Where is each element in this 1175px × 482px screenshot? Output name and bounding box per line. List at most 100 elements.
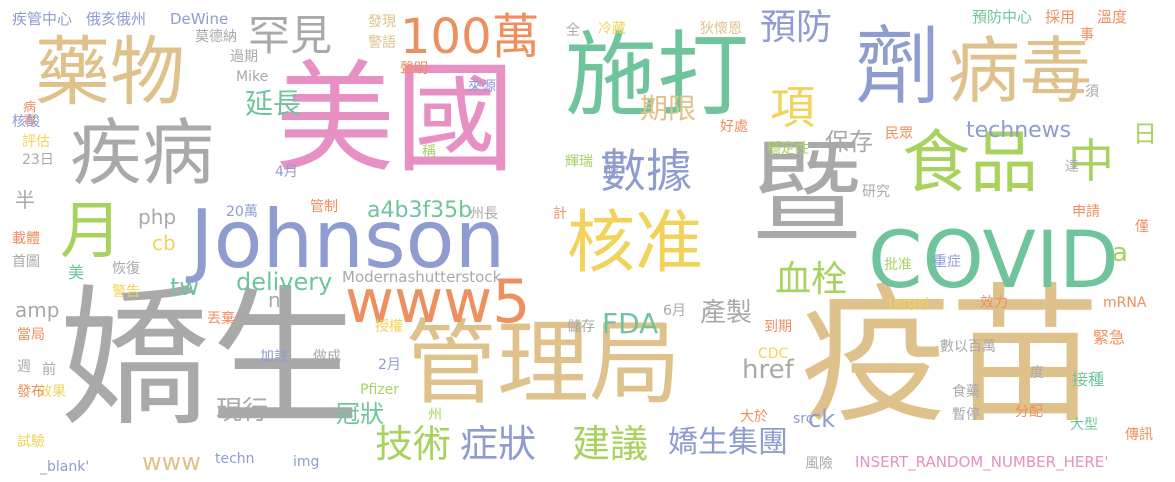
word-43: amp [15,298,60,322]
word-83: 計 [553,206,567,222]
word-2: 美國 [275,50,515,189]
word-16: 數據 [600,144,692,198]
word-41: php [138,205,177,229]
word-11: 疾病 [70,111,215,195]
word-33: 嬌生集團 [668,425,788,460]
word-73: 輝瑞 [565,154,593,170]
word-127: 風險 [805,456,833,472]
word-80: 20萬 [226,204,258,220]
word-56: 警語 [368,35,396,51]
word-45: www [142,448,201,476]
word-35: 產製 [700,298,753,328]
word-47: 半 [15,188,35,212]
word-121: 大型 [1070,417,1098,433]
word-50: 俄亥俄州 [86,10,147,28]
word-66: 好處 [720,119,748,135]
word-68: 病毒 [20,100,35,126]
word-12: 食品 [902,124,1039,203]
word-96: 效力 [980,295,1008,311]
word-22: 期限 [640,92,697,125]
word-84: 申請 [1072,204,1100,220]
word-49: 疾管中心 [12,10,73,28]
word-48: 美 [68,263,85,282]
word-81: 管制 [310,199,338,215]
word-90: Modernashutterstock [342,268,502,286]
word-122: 傳訊 [1125,427,1153,443]
word-59: 冷藏 [598,21,626,37]
word-60: 狄懷恩 [700,21,742,37]
word-118: 食藥 [952,384,980,400]
word-128: INSERT_RANDOM_NUMBER_HERE' [855,453,1109,471]
word-114: 發布 [17,384,45,400]
word-85: 僅 [1135,219,1149,235]
word-5: 暨 [752,129,862,257]
word-119: 暫停 [952,407,980,423]
word-94: 丟棄 [207,311,235,327]
word-103: 做成 [313,349,341,365]
word-97: mRNA [1103,295,1147,311]
word-88: 恢復 [112,261,140,277]
word-7: COVID [868,216,1119,306]
word-37: 冠狀 [336,400,384,428]
word-9: 劑 [855,18,941,117]
word-21: 預防 [760,7,833,48]
word-63: 溫度 [1097,8,1128,26]
word-104: CDC [758,346,789,362]
word-92: 重症 [933,254,961,270]
word-101: 當局 [17,327,45,343]
word-38: 現行 [216,396,269,426]
word-116: 大於 [740,409,768,425]
word-71: 核酸 [12,114,40,130]
word-72: 稱 [422,144,436,160]
word-70: 23日 [22,152,54,168]
word-117: src [793,411,814,427]
word-93: 6月 [663,303,686,319]
word-14: www5 [345,267,531,337]
word-107: 週 [17,359,31,375]
word-61: 預防中心 [972,8,1033,26]
word-40: tw [170,273,200,301]
word-3: 管理局 [405,310,682,417]
word-0: 嬌生 [60,273,361,447]
word-86: 載體 [12,231,40,247]
word-6: Johnson [190,193,506,286]
word-53: 過期 [230,49,258,65]
word-23: 延長 [245,87,302,120]
word-123: 試驗 [17,434,45,450]
word-24: 保存 [825,128,873,156]
word-78: 達 [1065,159,1079,175]
word-99: 儲存 [567,319,595,335]
word-125: techn [215,451,255,467]
word-108: 前 [42,362,56,378]
word-29: a [1112,238,1128,268]
word-36: href [742,355,794,385]
word-67: 須 [1085,84,1099,100]
word-87: 首圖 [12,254,40,270]
word-28: a4b3f35b [367,198,473,223]
word-102: 加註 [260,349,288,365]
word-31: 症狀 [460,422,537,466]
word-4: 施打 [565,22,750,129]
word-27: 血栓 [775,259,848,300]
word-74: 腺 [605,164,619,180]
word-39: delivery [236,268,333,296]
word-52: 莫德納 [195,29,237,45]
word-26: 日 [1133,120,1157,148]
word-62: 採用 [1045,8,1076,26]
word-95: target [888,295,931,311]
word-69: 評估 [22,134,50,150]
word-111: Pfizer [360,382,399,398]
word-54: Mike [236,69,269,85]
word-51: DeWine [170,10,229,28]
word-98: 授權 [375,319,403,335]
word-46: n [268,288,281,312]
word-112: 度 [1030,365,1044,381]
word-30: 技術 [375,422,452,466]
word-42: cb [152,231,176,255]
word-105: 數以百萬 [940,339,996,355]
word-113: 接種 [1072,370,1105,389]
word-126: img [293,454,320,470]
word-100: 到期 [764,319,792,335]
word-15: 100萬 [400,9,540,65]
